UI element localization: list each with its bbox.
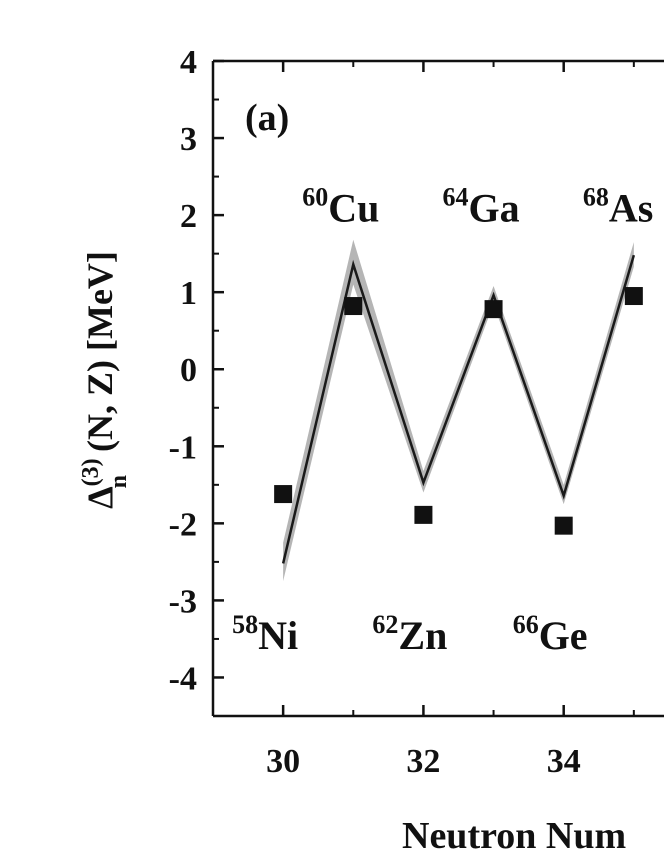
x-tick-label: 30 xyxy=(266,743,300,780)
y-tick-label: 2 xyxy=(180,198,197,235)
x-tick-label: 34 xyxy=(547,743,581,780)
y-axis-label-text: Δ(3)n (N, Z) [MeV] xyxy=(78,251,132,509)
uncertainty-band xyxy=(283,239,634,582)
x-tick-label: 32 xyxy=(406,743,440,780)
element: Cu xyxy=(328,185,379,230)
y-tick-label: 1 xyxy=(180,275,197,312)
nuclide-label: 66Ge xyxy=(513,610,588,658)
y-tick-label: -4 xyxy=(169,660,197,697)
nuclide-label: 68As xyxy=(583,182,653,230)
nuclide-label: 64Ga xyxy=(443,182,520,230)
y-symbol: Δ xyxy=(80,486,120,509)
y-axis-label: Δ(3)n (N, Z) [MeV] xyxy=(78,251,132,509)
element: Ga xyxy=(469,185,520,230)
y-tick-label: -2 xyxy=(169,506,197,543)
y-rest: (N, Z) [MeV] xyxy=(80,251,120,461)
y-sub: n xyxy=(106,475,132,488)
data-point xyxy=(344,297,363,316)
theory-line xyxy=(281,254,636,564)
panel-label: (a) xyxy=(245,97,289,139)
element: Ge xyxy=(539,613,588,658)
data-point xyxy=(624,287,643,306)
mass-number: 68 xyxy=(583,182,609,211)
element: Zn xyxy=(398,613,447,658)
element: Ni xyxy=(258,613,298,658)
mass-number: 58 xyxy=(232,610,258,639)
y-sup: (3) xyxy=(78,458,104,486)
nuclide-label: 60Cu xyxy=(302,182,379,230)
data-point xyxy=(414,505,433,524)
y-tick-label: -3 xyxy=(169,583,197,620)
y-tick-label: 3 xyxy=(180,121,197,158)
y-tick-label: -1 xyxy=(169,429,197,466)
y-tick-label: 4 xyxy=(180,44,197,81)
nuclide-label: 58Ni xyxy=(232,610,298,658)
data-point xyxy=(274,485,293,504)
data-point xyxy=(554,516,573,535)
element: As xyxy=(609,185,653,230)
nuclide-label: 62Zn xyxy=(372,610,447,658)
mass-number: 62 xyxy=(372,610,398,639)
x-axis-label: Neutron Num xyxy=(402,815,626,857)
mass-number: 60 xyxy=(302,182,328,211)
mass-number: 64 xyxy=(443,182,469,211)
mass-number: 66 xyxy=(513,610,539,639)
y-tick-label: 0 xyxy=(180,352,197,389)
data-point xyxy=(484,300,503,319)
